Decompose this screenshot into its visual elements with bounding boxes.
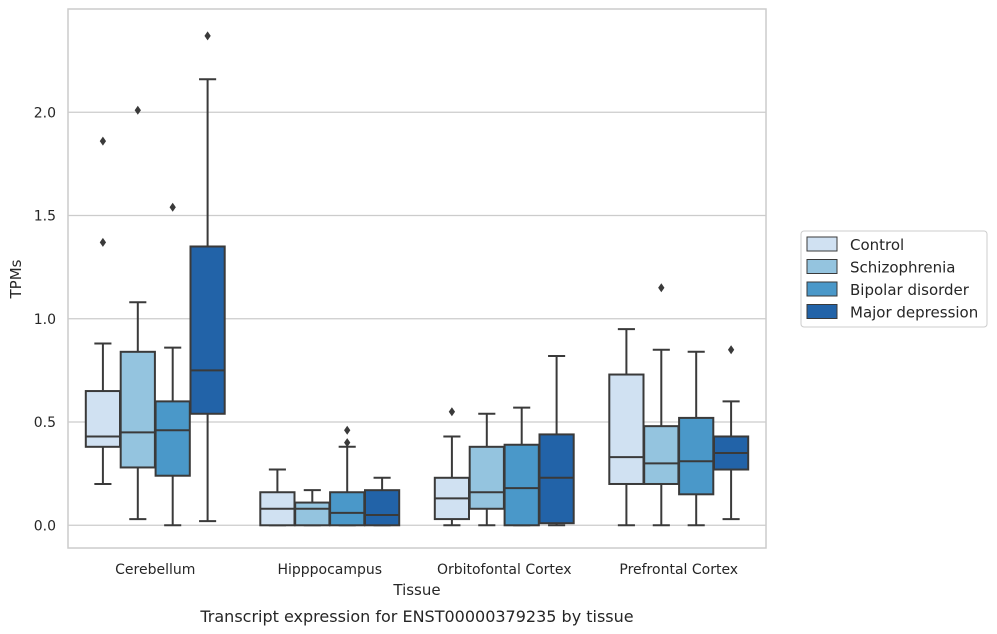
box-body xyxy=(503,443,540,527)
box xyxy=(503,406,540,527)
y-tick-label: 1.0 xyxy=(34,312,56,328)
legend-swatch xyxy=(806,304,838,319)
plot-frame xyxy=(67,8,767,549)
outlier-point xyxy=(99,136,107,146)
box-body xyxy=(643,425,680,485)
box xyxy=(433,407,471,527)
box-body xyxy=(294,501,331,527)
box-body xyxy=(329,491,366,527)
box xyxy=(712,345,750,521)
x-axis-title: Tissue xyxy=(392,581,440,599)
box-body xyxy=(678,416,715,496)
legend-label: Major depression xyxy=(850,304,978,322)
box xyxy=(154,202,191,527)
box xyxy=(259,468,296,527)
legend-swatch xyxy=(806,259,838,274)
box-body xyxy=(154,400,191,477)
outlier-point xyxy=(204,31,211,41)
box-body xyxy=(608,373,645,485)
legend-frame xyxy=(800,230,988,328)
box xyxy=(363,476,401,527)
y-tick-labels: 0.0 0.5 1.0 1.5 2.0 xyxy=(34,105,56,534)
box xyxy=(84,136,122,485)
legend-label: Schizophrenia xyxy=(850,259,955,277)
legend-swatch xyxy=(806,236,838,252)
outlier-point xyxy=(658,283,665,293)
outlier-point xyxy=(99,237,107,247)
box xyxy=(468,412,505,527)
x-tick-label: Prefrontal Cortex xyxy=(619,562,738,578)
outlier-point xyxy=(344,425,351,435)
legend-swatch xyxy=(806,281,838,297)
y-tick-label: 2.0 xyxy=(34,105,56,121)
y-axis-title: TPMs xyxy=(7,259,25,299)
box-body xyxy=(84,390,122,448)
boxplot-series xyxy=(84,31,750,527)
box-body xyxy=(119,350,156,469)
box-body xyxy=(538,433,575,525)
x-tick-labels: Cerebellum Hipppocampus Orbitofontal Corte… xyxy=(115,562,738,578)
box xyxy=(643,283,680,527)
x-tick-label: Hipppocampus xyxy=(277,562,382,578)
box xyxy=(294,489,331,527)
outlier-point xyxy=(134,105,141,115)
legend-label: Control xyxy=(850,236,904,254)
outlier-point xyxy=(344,438,351,448)
x-tick-label: Cerebellum xyxy=(115,562,195,578)
outlier-point xyxy=(169,202,176,212)
outlier-point xyxy=(727,345,735,355)
y-tick-label: 1.5 xyxy=(34,209,56,225)
box-body xyxy=(189,245,226,415)
y-tick-label: 0.5 xyxy=(34,415,56,431)
box-body xyxy=(468,445,505,510)
box xyxy=(329,425,366,527)
outlier-point xyxy=(448,407,456,417)
box xyxy=(189,31,226,523)
y-tick-label: 0.0 xyxy=(34,518,56,534)
figure-caption: Transcript expression for ENST0000037923… xyxy=(199,607,633,626)
box xyxy=(119,105,156,521)
x-tick-label: Orbitofontal Cortex xyxy=(437,562,572,578)
legend: Control Schizophrenia Bipolar disorder Majo… xyxy=(800,230,988,328)
box xyxy=(608,328,645,527)
box xyxy=(678,350,715,527)
legend-label: Bipolar disorder xyxy=(850,281,970,299)
box xyxy=(538,354,575,527)
box-body xyxy=(363,489,401,527)
